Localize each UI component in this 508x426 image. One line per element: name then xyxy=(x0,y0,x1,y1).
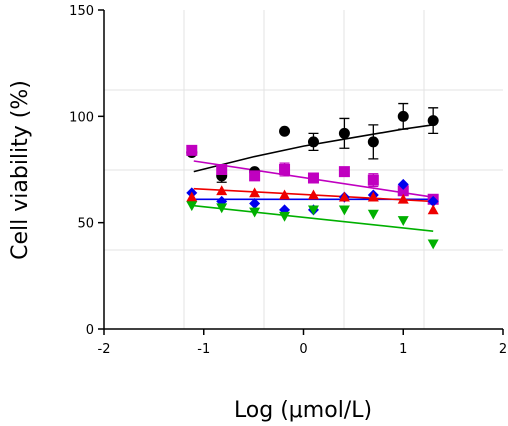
point xyxy=(307,172,319,184)
point xyxy=(338,166,350,178)
y-axis-title: Cell viability (%) xyxy=(8,80,33,260)
y-tick-label: 50 xyxy=(77,217,94,232)
point xyxy=(397,216,409,227)
point xyxy=(338,127,350,139)
point xyxy=(249,207,261,218)
x-tick-label: 2 xyxy=(499,342,507,357)
y-tick-label: 0 xyxy=(86,323,94,338)
point xyxy=(427,195,439,207)
point xyxy=(397,193,409,204)
point xyxy=(279,211,291,222)
fit-line xyxy=(193,204,434,232)
x-axis-title: Log (μmol/L) xyxy=(234,398,372,423)
point xyxy=(397,110,409,122)
point xyxy=(338,191,350,202)
point xyxy=(249,187,261,198)
point xyxy=(307,136,319,148)
point xyxy=(427,204,439,215)
point xyxy=(367,136,379,148)
point xyxy=(216,164,228,175)
point xyxy=(216,203,228,214)
x-tick-label: -2 xyxy=(98,342,111,357)
point xyxy=(249,170,261,182)
point xyxy=(397,185,409,197)
point xyxy=(367,209,379,220)
x-tick-label: 1 xyxy=(399,342,407,357)
point xyxy=(249,198,261,210)
point xyxy=(279,164,291,175)
x-tick-label: 0 xyxy=(299,342,307,357)
point xyxy=(216,185,228,196)
point xyxy=(307,189,319,200)
point xyxy=(307,205,319,216)
point xyxy=(186,144,198,156)
point xyxy=(427,239,439,250)
point xyxy=(397,178,409,190)
point xyxy=(186,201,198,212)
point xyxy=(279,189,291,200)
point xyxy=(427,115,439,127)
x-tick-label: -1 xyxy=(197,342,210,357)
y-tick-label: 150 xyxy=(69,4,94,19)
point xyxy=(367,174,379,186)
point xyxy=(186,191,198,202)
y-tick-label: 100 xyxy=(69,110,94,125)
point xyxy=(367,191,379,202)
point xyxy=(279,125,291,137)
fit-line xyxy=(193,124,434,173)
point xyxy=(338,205,350,216)
